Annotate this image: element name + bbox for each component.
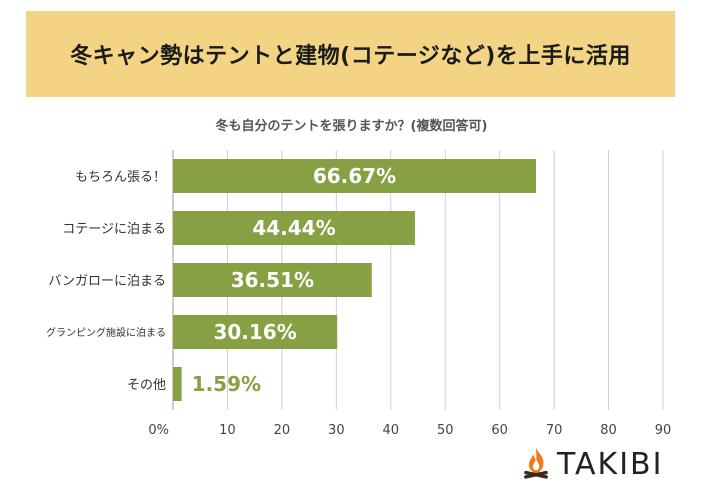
data-label: 1.59% <box>192 372 261 396</box>
bar <box>173 211 415 245</box>
x-tick-label: 70 <box>546 423 563 438</box>
x-tick-label: 50 <box>437 423 454 438</box>
chart-subtitle: 冬も自分のテントを張りますか？(複数回答可) <box>215 119 488 134</box>
bar <box>173 263 372 297</box>
x-tick-label: 30 <box>328 423 345 438</box>
bar <box>173 159 536 193</box>
data-label: 44.44% <box>252 216 335 240</box>
brand-name: TAKIBI <box>557 446 664 482</box>
x-tick-label: 10 <box>219 423 236 438</box>
x-tick-label: 60 <box>491 423 508 438</box>
x-tick-label: 90 <box>655 423 672 438</box>
x-tick-label: 80 <box>600 423 617 438</box>
x-tick-label: 20 <box>274 423 291 438</box>
category-label: グランピング施設に泊まる <box>46 326 166 339</box>
data-label: 30.16% <box>213 320 296 344</box>
title-banner: 冬キャン勢はテントと建物(コテージなど)を上手に活用 <box>26 11 675 97</box>
category-label: その他 <box>127 378 166 393</box>
bar <box>173 367 182 401</box>
bar <box>173 315 338 349</box>
brand-logo: TAKIBI <box>521 444 663 484</box>
banner-title: 冬キャン勢はテントと建物(コテージなど)を上手に活用 <box>70 44 631 69</box>
category-label: コテージに泊まる <box>62 222 166 237</box>
data-label: 66.67% <box>313 164 396 188</box>
x-tick-label: 40 <box>383 423 400 438</box>
category-label: バンガローに泊まる <box>48 274 166 289</box>
category-label: もちろん張る！ <box>75 170 166 185</box>
data-label: 36.51% <box>231 268 314 292</box>
x-tick-label: 0% <box>148 423 169 438</box>
campfire-icon <box>524 448 548 479</box>
